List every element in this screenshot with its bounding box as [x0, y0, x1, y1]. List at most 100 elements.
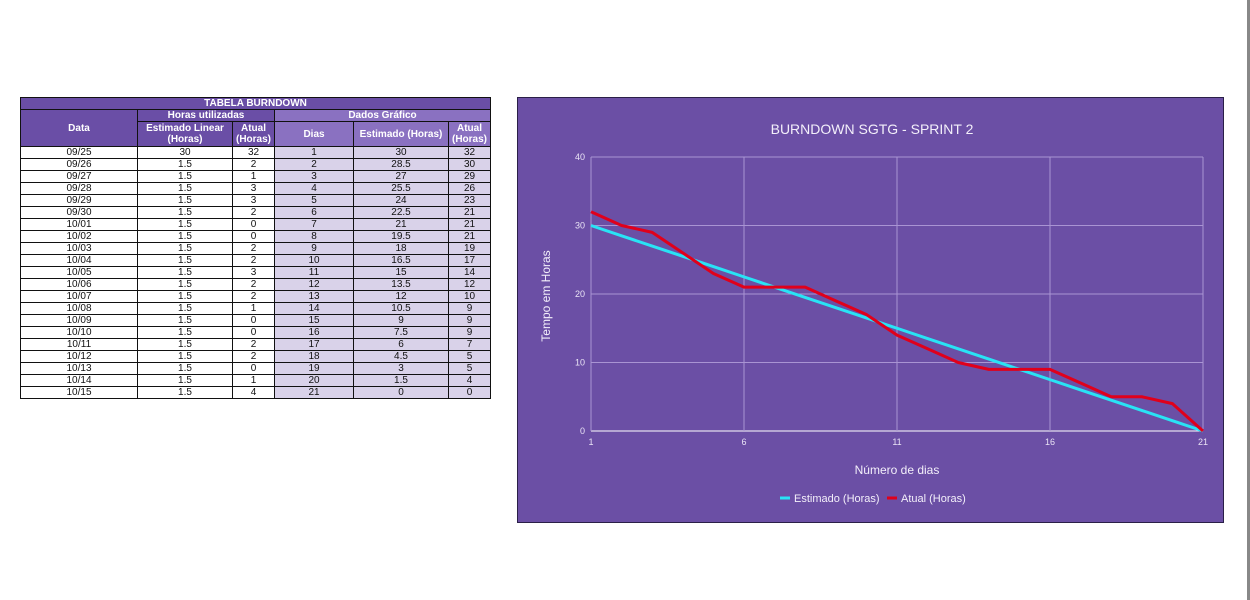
cell-atual: 0	[232, 218, 275, 231]
cell-data: 09/25	[20, 146, 138, 159]
cell-estimado: 30	[353, 146, 449, 159]
x-tick-label: 11	[892, 437, 901, 447]
table-row: 09/30 1.5 2 6 22.5 21	[20, 206, 491, 219]
x-tick-label: 16	[1045, 437, 1055, 447]
cell-atual: 4	[232, 386, 275, 399]
cell-atual: 2	[232, 206, 275, 219]
table-row: 09/25 30 32 1 30 32	[20, 146, 491, 159]
cell-estimado-linear: 1.5	[137, 326, 233, 339]
cell-data: 09/28	[20, 182, 138, 195]
cell-estimado-linear: 1.5	[137, 194, 233, 207]
cell-atual-grafico: 7	[448, 338, 491, 351]
x-tick-label: 1	[588, 437, 593, 447]
y-axis-title: Tempo em Horas	[539, 250, 553, 341]
cell-estimado: 16.5	[353, 254, 449, 267]
cell-dias: 10	[274, 254, 354, 267]
cell-atual-grafico: 9	[448, 326, 491, 339]
cell-estimado-linear: 1.5	[137, 314, 233, 327]
cell-data: 10/08	[20, 302, 138, 315]
cell-atual: 0	[232, 326, 275, 339]
col-header-estimado: Estimado (Horas)	[353, 121, 449, 147]
cell-atual: 2	[232, 158, 275, 171]
table-row: 10/10 1.5 0 16 7.5 9	[20, 326, 491, 339]
y-tick-label: 10	[575, 358, 585, 368]
cell-estimado-linear: 1.5	[137, 182, 233, 195]
table-row: 10/15 1.5 4 21 0 0	[20, 386, 491, 399]
cell-estimado-linear: 1.5	[137, 170, 233, 183]
cell-dias: 1	[274, 146, 354, 159]
cell-atual-grafico: 17	[448, 254, 491, 267]
cell-dias: 18	[274, 350, 354, 363]
cell-dias: 17	[274, 338, 354, 351]
cell-dias: 13	[274, 290, 354, 303]
cell-atual-grafico: 0	[448, 386, 491, 399]
cell-data: 10/02	[20, 230, 138, 243]
table-row: 10/05 1.5 3 11 15 14	[20, 266, 491, 279]
cell-atual-grafico: 14	[448, 266, 491, 279]
cell-dias: 7	[274, 218, 354, 231]
cell-estimado-linear: 1.5	[137, 338, 233, 351]
cell-estimado: 19.5	[353, 230, 449, 243]
cell-estimado: 4.5	[353, 350, 449, 363]
cell-atual-grafico: 9	[448, 302, 491, 315]
cell-atual: 1	[232, 302, 275, 315]
cell-dias: 15	[274, 314, 354, 327]
cell-estimado: 10.5	[353, 302, 449, 315]
cell-atual-grafico: 5	[448, 350, 491, 363]
table-row: 09/26 1.5 2 2 28.5 30	[20, 158, 491, 171]
cell-estimado-linear: 1.5	[137, 302, 233, 315]
x-tick-label: 6	[741, 437, 746, 447]
cell-estimado: 9	[353, 314, 449, 327]
group-header-horas: Horas utilizadas	[137, 109, 275, 122]
series-line-atual	[590, 210, 1205, 433]
cell-estimado-linear: 30	[137, 146, 233, 159]
cell-dias: 8	[274, 230, 354, 243]
cell-dias: 21	[274, 386, 354, 399]
col-header-atual-2: Atual (Horas)	[448, 121, 491, 147]
chart-lines	[590, 210, 1205, 433]
cell-estimado-linear: 1.5	[137, 230, 233, 243]
cell-dias: 14	[274, 302, 354, 315]
cell-atual: 2	[232, 254, 275, 267]
cell-estimado-linear: 1.5	[137, 278, 233, 291]
cell-dias: 3	[274, 170, 354, 183]
cell-atual-grafico: 23	[448, 194, 491, 207]
table-row: 09/28 1.5 3 4 25.5 26	[20, 182, 491, 195]
table-row: 10/09 1.5 0 15 9 9	[20, 314, 491, 327]
cell-dias: 16	[274, 326, 354, 339]
cell-data: 09/29	[20, 194, 138, 207]
col-header-estimado-linear: Estimado Linear (Horas)	[137, 121, 233, 147]
cell-data: 10/11	[20, 338, 138, 351]
table-row: 10/03 1.5 2 9 18 19	[20, 242, 491, 255]
cell-atual-grafico: 21	[448, 230, 491, 243]
cell-estimado-linear: 1.5	[137, 386, 233, 399]
table-row: 10/08 1.5 1 14 10.5 9	[20, 302, 491, 315]
table-row: 09/27 1.5 1 3 27 29	[20, 170, 491, 183]
table-row: 10/14 1.5 1 20 1.5 4	[20, 374, 491, 387]
cell-estimado-linear: 1.5	[137, 158, 233, 171]
legend-label: Estimado (Horas)	[794, 493, 880, 505]
cell-estimado: 13.5	[353, 278, 449, 291]
cell-estimado: 0	[353, 386, 449, 399]
cell-estimado: 25.5	[353, 182, 449, 195]
cell-atual-grafico: 30	[448, 158, 491, 171]
cell-atual: 2	[232, 278, 275, 291]
y-tick-label: 0	[580, 426, 585, 436]
cell-atual-grafico: 26	[448, 182, 491, 195]
cell-estimado-linear: 1.5	[137, 218, 233, 231]
col-header-dias: Dias	[274, 121, 354, 147]
cell-estimado-linear: 1.5	[137, 374, 233, 387]
cell-atual-grafico: 10	[448, 290, 491, 303]
cell-estimado-linear: 1.5	[137, 254, 233, 267]
table-row: 10/13 1.5 0 19 3 5	[20, 362, 491, 375]
burndown-table: TABELA BURNDOWN Data Horas utilizadas Da…	[20, 97, 491, 399]
cell-data: 10/01	[20, 218, 138, 231]
cell-estimado-linear: 1.5	[137, 350, 233, 363]
col-header-data: Data	[20, 109, 138, 147]
cell-atual-grafico: 4	[448, 374, 491, 387]
chart-title: BURNDOWN SGTG - SPRINT 2	[771, 121, 974, 137]
cell-estimado: 15	[353, 266, 449, 279]
burndown-chart: BURNDOWN SGTG - SPRINT 2 0 10 20 30 40 1 6 11 1…	[517, 97, 1224, 523]
cell-data: 09/27	[20, 170, 138, 183]
